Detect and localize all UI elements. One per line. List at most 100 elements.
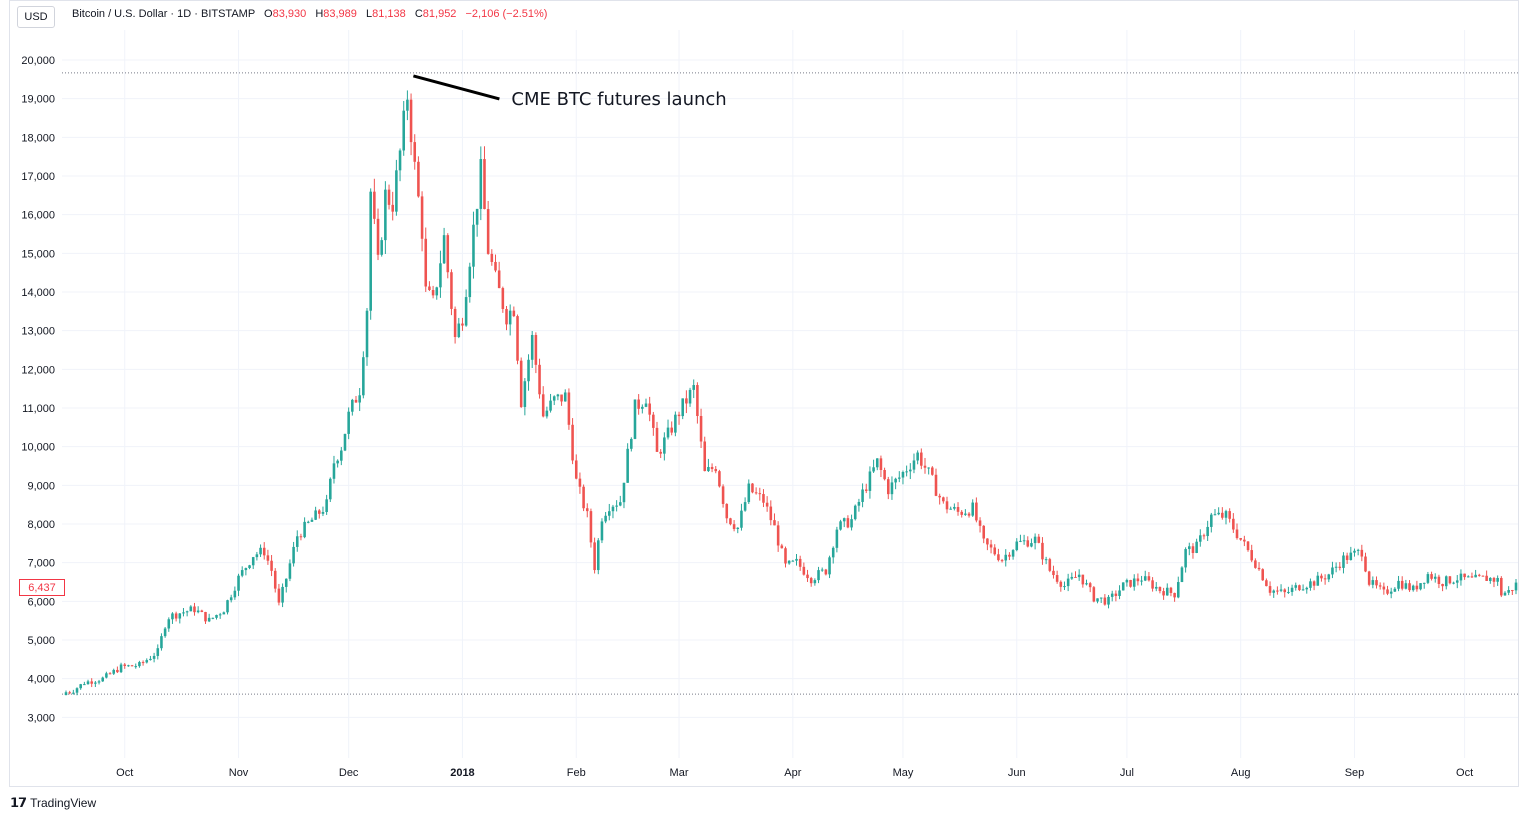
candle-body	[1287, 591, 1290, 593]
tradingview-logo[interactable]: 𝟭𝟳 TradingView	[10, 795, 96, 811]
candle-body	[692, 385, 696, 390]
candle-body	[1478, 574, 1481, 576]
candle-body	[68, 692, 71, 694]
candle-body	[130, 665, 134, 667]
candle-body	[347, 411, 350, 434]
candle-body	[1437, 576, 1441, 584]
candle-body	[163, 628, 167, 637]
candle-body	[1143, 576, 1147, 581]
candle-body	[442, 235, 446, 264]
candle-body	[817, 570, 820, 581]
candle-body	[516, 316, 519, 361]
candle-body	[630, 438, 633, 449]
grid	[62, 30, 1518, 758]
candle-body	[758, 493, 762, 495]
y-tick-label: 3,000	[27, 712, 55, 724]
candle-body	[1224, 511, 1228, 518]
candle-body	[1243, 539, 1246, 542]
candle-body	[270, 560, 273, 571]
y-tick-label: 9,000	[27, 480, 55, 492]
candle-body	[351, 399, 354, 412]
candle-body	[886, 479, 890, 495]
candle-body	[798, 558, 802, 567]
candle-body	[633, 399, 637, 439]
candle-body	[1331, 567, 1334, 575]
candle-body	[72, 692, 75, 694]
candle-body	[732, 524, 736, 530]
candle-body	[171, 613, 174, 620]
annotation: CME BTC futures launch	[413, 74, 727, 110]
candle-body	[310, 519, 314, 522]
candle-body	[1169, 587, 1173, 593]
candles	[64, 90, 1518, 696]
y-tick-label: 16,000	[21, 210, 55, 222]
candle-body	[174, 613, 178, 619]
candle-body	[898, 477, 901, 479]
candle-body	[563, 392, 567, 402]
candle-body	[94, 682, 97, 684]
candle-body	[318, 510, 321, 514]
candle-body	[185, 611, 189, 613]
candle-body	[218, 614, 222, 616]
candle-body	[890, 482, 894, 495]
candle-body	[248, 565, 251, 569]
candle-body	[743, 502, 747, 511]
candle-body	[365, 310, 369, 358]
y-tick-label: 13,000	[21, 326, 55, 338]
candlestick-chart[interactable]: 3,000 4,000 5,000 6,000 7,000 8,000 9,000 10,00…	[0, 0, 1528, 790]
candle-body	[519, 360, 523, 407]
candle-body	[982, 525, 986, 539]
candle-body	[1246, 541, 1250, 551]
y-tick-label: 20,000	[21, 55, 55, 67]
candle-body	[923, 465, 927, 468]
candle-body	[931, 467, 934, 475]
candle-body	[556, 394, 560, 397]
candle-body	[1250, 550, 1253, 561]
candle-body	[909, 469, 912, 472]
candle-body	[523, 381, 527, 407]
candle-body	[1441, 583, 1444, 587]
candle-body	[105, 673, 108, 678]
candle-body	[1375, 580, 1378, 586]
candle-body	[303, 521, 306, 538]
candle-body	[993, 547, 997, 555]
currency-selector[interactable]: USD	[17, 6, 55, 28]
candle-body	[1342, 555, 1345, 568]
candle-body	[1272, 590, 1276, 593]
candle-body	[119, 664, 123, 673]
candle-body	[325, 499, 328, 513]
x-tick-label: Jun	[1008, 767, 1026, 779]
candle-body	[813, 580, 817, 584]
candle-body	[127, 665, 130, 667]
candle-body	[1059, 581, 1063, 587]
candle-body	[226, 600, 229, 613]
candle-body	[1316, 575, 1320, 586]
candle-body	[1015, 541, 1019, 551]
candle-body	[912, 460, 916, 470]
candle-body	[1327, 574, 1331, 580]
candle-body	[666, 427, 670, 438]
candle-body	[868, 471, 872, 491]
candle-body	[964, 513, 967, 515]
y-tick-label: 6,000	[27, 596, 55, 608]
candle-body	[1136, 578, 1140, 582]
low-value: 81,138	[372, 8, 406, 20]
candle-body	[1213, 514, 1217, 516]
candle-body	[879, 458, 883, 470]
candle-body	[273, 570, 277, 589]
candle-body	[380, 240, 383, 255]
candle-body	[189, 606, 193, 612]
candle-body	[1074, 576, 1077, 578]
candle-body	[1121, 582, 1125, 591]
candle-body	[571, 424, 574, 461]
candle-body	[1085, 583, 1088, 585]
candle-body	[505, 308, 508, 325]
candle-body	[942, 497, 945, 502]
candle-body	[626, 448, 629, 483]
candle-body	[648, 403, 651, 415]
candle-body	[1254, 560, 1257, 568]
candle-body	[373, 191, 376, 219]
candle-body	[674, 414, 677, 433]
candle-body	[409, 99, 413, 143]
candle-body	[611, 506, 615, 512]
